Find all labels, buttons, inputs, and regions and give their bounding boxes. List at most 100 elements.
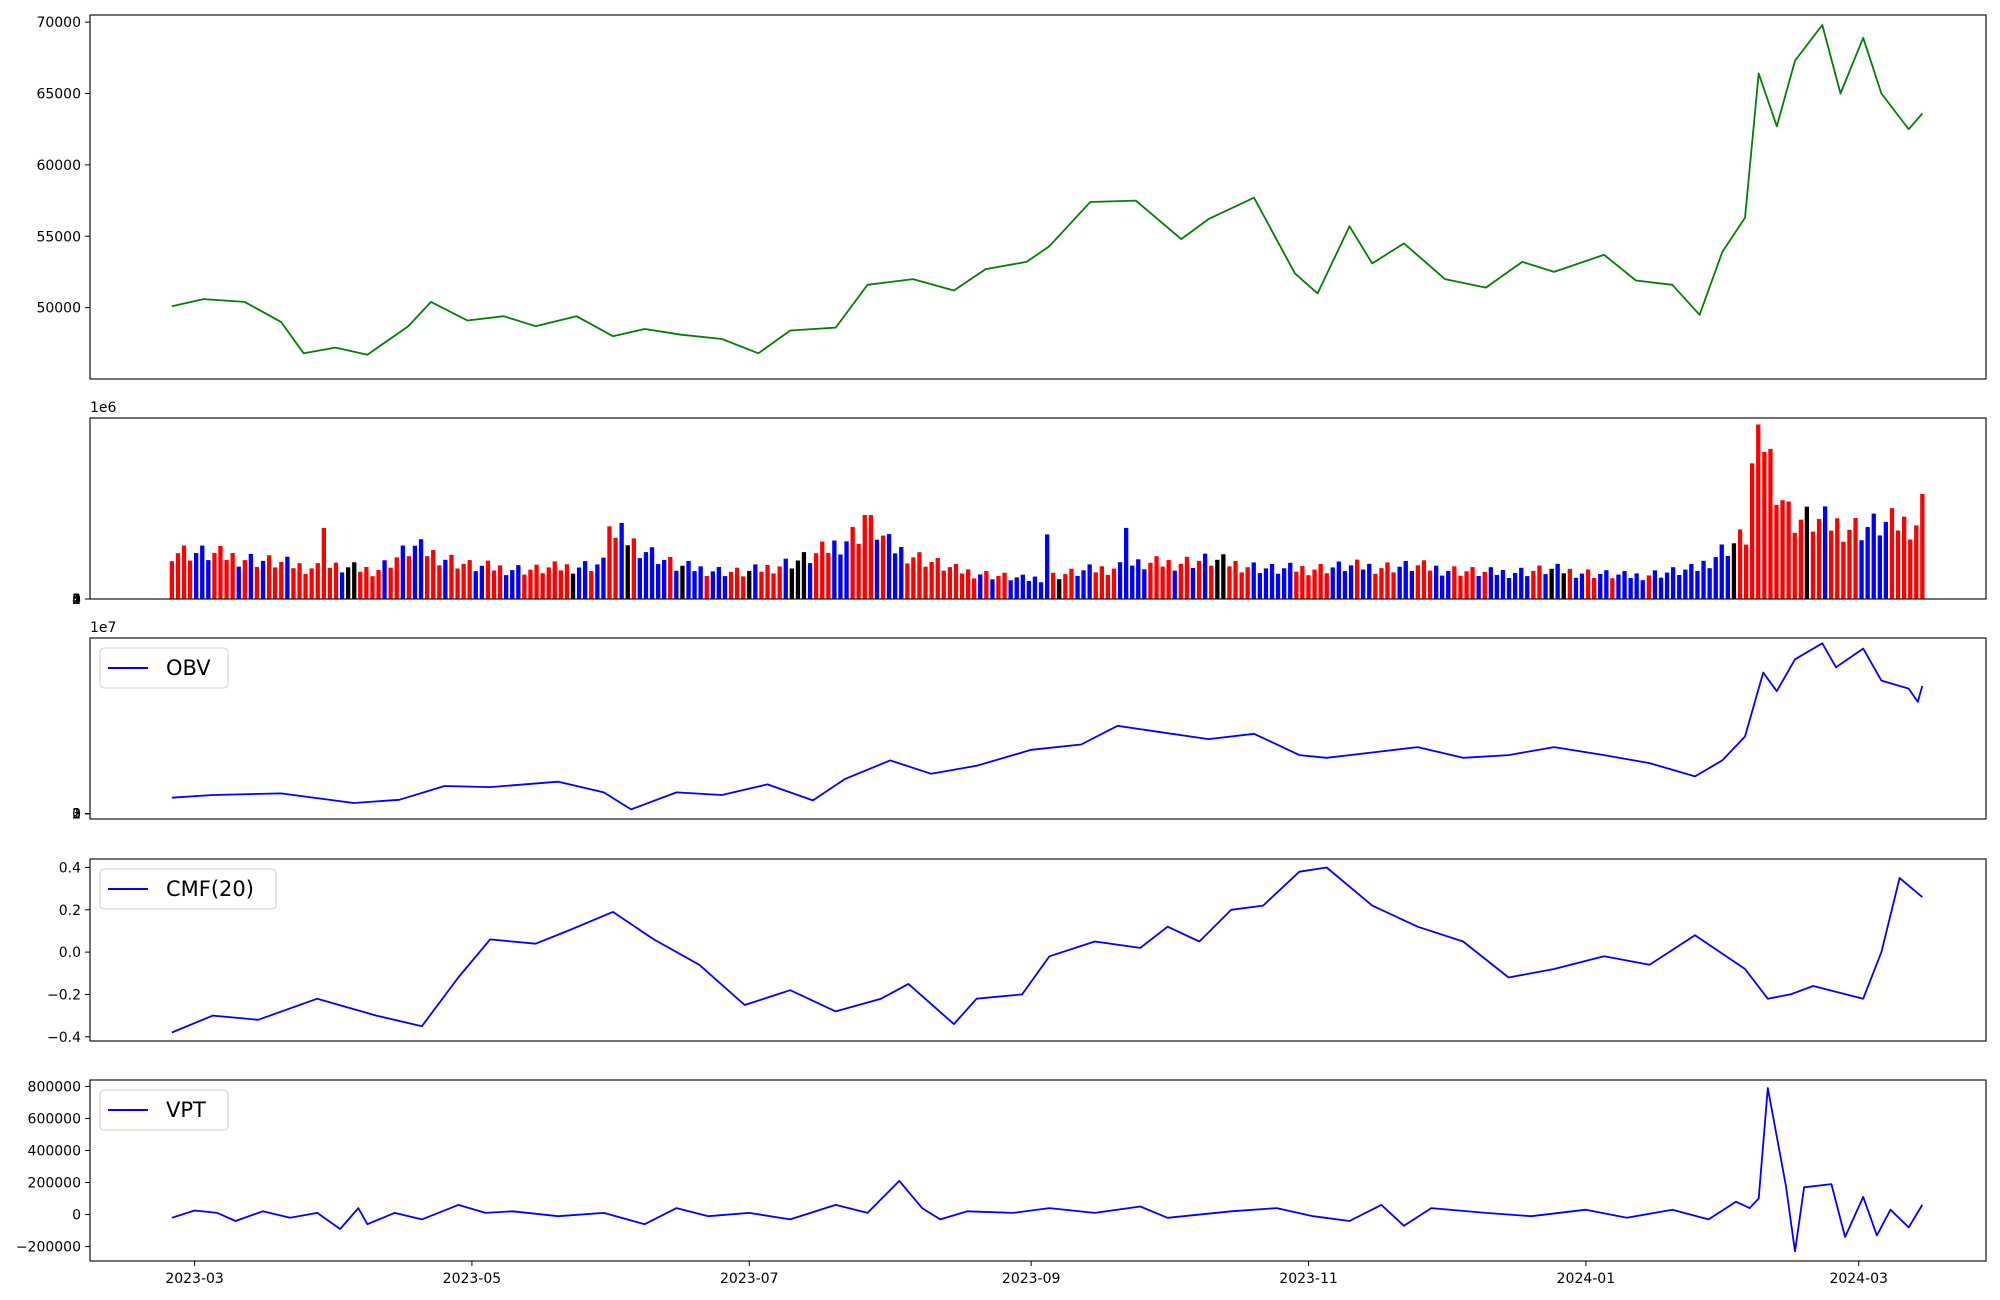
volume-bar xyxy=(1111,568,1117,599)
volume-bar xyxy=(722,576,728,599)
volume-bar xyxy=(1895,530,1901,599)
volume-bar xyxy=(1160,566,1165,599)
volume-bar xyxy=(1792,532,1797,599)
volume-bar xyxy=(1683,569,1688,599)
volume-bar xyxy=(1434,565,1439,599)
volume-bar xyxy=(1081,570,1086,599)
price-ytick-label: 70000 xyxy=(36,15,81,31)
volume-bar xyxy=(1306,575,1311,599)
volume-bar xyxy=(1251,562,1256,599)
volume-bar xyxy=(631,538,636,599)
volume-bar xyxy=(254,566,260,599)
volume-bar xyxy=(1494,574,1499,599)
volume-bar xyxy=(406,556,412,599)
volume-bar xyxy=(1865,527,1870,599)
volume-bar xyxy=(230,553,235,599)
volume-bar xyxy=(437,565,442,599)
volume-bar xyxy=(1768,448,1773,599)
volume-bar xyxy=(880,535,886,599)
volume-bar xyxy=(473,571,478,599)
volume-bar xyxy=(583,561,588,599)
volume-bar xyxy=(1579,573,1585,599)
volume-bar xyxy=(187,560,193,599)
volume-bar xyxy=(212,552,217,599)
volume-bar xyxy=(479,565,484,599)
xtick-label: 2024-01 xyxy=(1557,1271,1616,1287)
volume-bar xyxy=(1233,561,1238,599)
volume-bar xyxy=(400,545,405,599)
volume-bar xyxy=(315,563,320,599)
volume-bar xyxy=(777,566,782,599)
volume-bar xyxy=(941,570,946,599)
price-ytick-label: 65000 xyxy=(36,87,81,103)
volume-ytick-label: 5 xyxy=(72,592,81,608)
price-series-line xyxy=(171,24,1923,356)
volume-bar xyxy=(966,569,971,599)
volume-bar xyxy=(1573,577,1579,599)
volume-bar xyxy=(1537,565,1542,599)
volume-bar xyxy=(935,558,940,599)
volume-bar xyxy=(1756,424,1761,599)
volume-bar xyxy=(485,560,491,599)
volume-bar xyxy=(1889,508,1895,599)
volume-bar xyxy=(303,573,308,599)
volume-bar xyxy=(1798,519,1803,599)
xtick-label: 2023-11 xyxy=(1279,1271,1338,1287)
vpt-ytick-label: 0 xyxy=(72,1208,81,1224)
volume-bar xyxy=(710,571,715,599)
volume-bar xyxy=(1105,574,1110,599)
volume-bar xyxy=(899,547,904,599)
volume-bar xyxy=(1215,559,1220,599)
volume-bar xyxy=(522,574,527,599)
price-axes-frame xyxy=(89,14,1987,380)
volume-bar xyxy=(1093,572,1098,599)
volume-bar xyxy=(1816,518,1822,599)
volume-bar xyxy=(1829,530,1834,599)
volume-bar xyxy=(1914,525,1919,599)
obv-series-line xyxy=(171,642,1924,811)
obv-ytick-label: 2 xyxy=(72,807,81,823)
volume-bar xyxy=(917,552,922,599)
volume-bar xyxy=(224,559,229,599)
volume-bar xyxy=(662,559,667,599)
xtick-label: 2023-07 xyxy=(720,1271,779,1287)
cmf-ytick-label: 0.0 xyxy=(59,945,81,961)
volume-bar xyxy=(1920,494,1925,599)
volume-bar xyxy=(1622,571,1627,599)
volume-bar xyxy=(1658,577,1664,599)
volume-bar xyxy=(984,571,989,599)
volume-bar xyxy=(613,537,618,599)
volume-bar xyxy=(364,566,369,599)
volume-bar xyxy=(1567,568,1572,599)
volume-bar xyxy=(649,547,655,599)
volume-bar xyxy=(388,567,393,599)
volume-bar xyxy=(1330,567,1335,599)
volume-bar xyxy=(309,568,314,599)
volume-bar xyxy=(206,560,211,599)
obv-legend-box xyxy=(99,647,229,689)
volume-bar xyxy=(1367,563,1372,599)
price-ytick-label: 60000 xyxy=(36,158,81,174)
volume-bar xyxy=(248,553,253,599)
volume-bar xyxy=(352,562,357,599)
volume-bar xyxy=(1075,575,1080,599)
volume-bar xyxy=(795,560,801,599)
volume-bar xyxy=(826,553,831,599)
volume-bar xyxy=(1427,570,1433,599)
volume-bar xyxy=(1689,563,1694,599)
volume-bar xyxy=(1087,564,1092,599)
volume-bar xyxy=(1482,571,1487,599)
volume-bar xyxy=(1804,506,1809,599)
volume-bar xyxy=(327,567,332,599)
volume-bar xyxy=(619,522,624,599)
volume-bar xyxy=(1172,570,1177,599)
volume-bar xyxy=(339,572,345,599)
volume-bar xyxy=(1361,569,1366,599)
volume-bar xyxy=(1519,567,1524,599)
volume-bar xyxy=(1640,580,1645,599)
volume-bar xyxy=(510,570,515,599)
volume-bar xyxy=(1342,571,1348,599)
volume-bar xyxy=(625,545,630,599)
cmf-ytick-label: −0.4 xyxy=(47,1030,81,1046)
volume-bar xyxy=(1002,572,1007,599)
